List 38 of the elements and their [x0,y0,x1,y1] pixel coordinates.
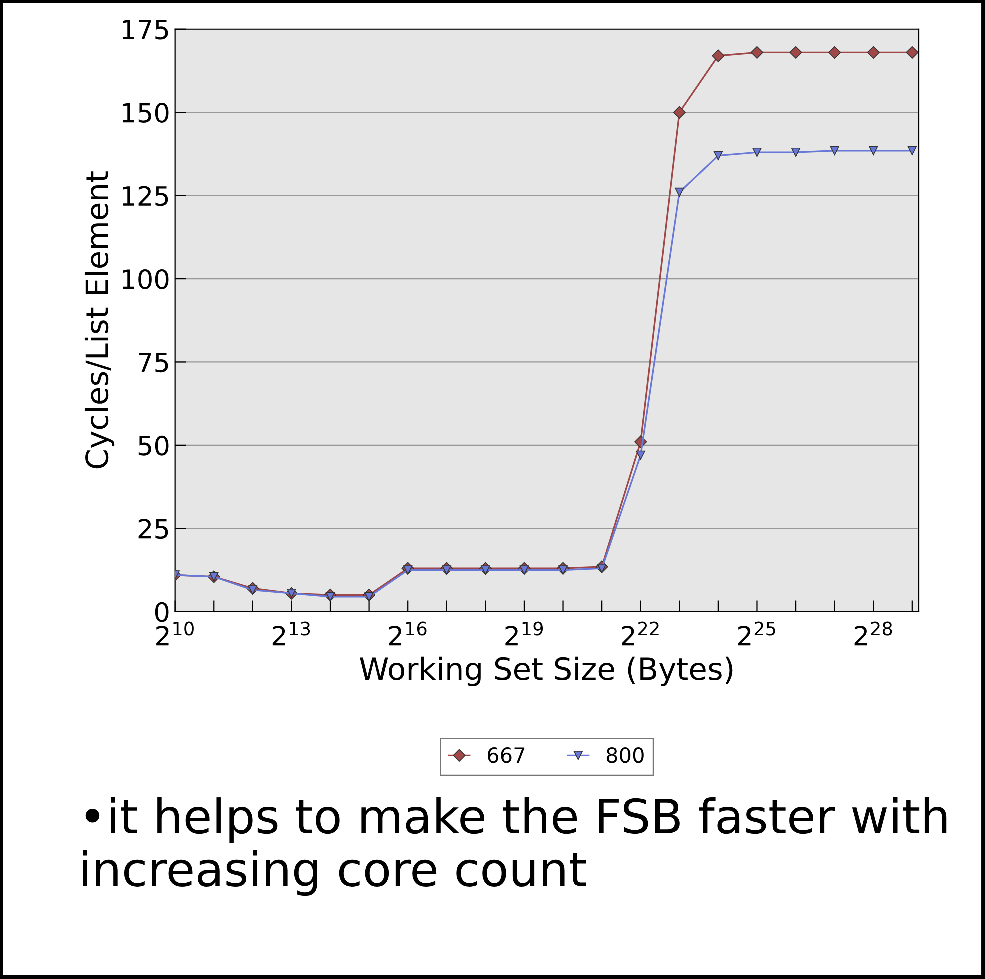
y-tick-label: 75 [139,353,168,373]
point [790,46,802,59]
point [752,148,762,158]
point [326,592,336,602]
point [712,50,725,62]
text: •it helps to make the FSB faster with increasing core count [83,798,947,896]
point [791,148,801,158]
y-tick-label: 0 [155,602,169,622]
point [714,151,724,160]
x-axis-title: Working Set Size (Bytes) [360,656,733,686]
y-tick-label: 100 [123,269,169,290]
point [750,46,764,59]
y-tick-label: 50 [138,436,169,456]
y-tick-label: 25 [138,519,168,540]
x-tick-label: 2$^{25}$ [738,622,776,646]
legend-label: 800 [606,747,644,764]
x-tick-label: 2$^{13}$ [272,622,310,646]
point [867,46,880,59]
y-axis-title: Cycles/List Element [84,172,115,469]
x-tick-label: 2$^{28}$ [854,622,892,646]
point [828,46,842,59]
x-tick-label: 2$^{19}$ [506,622,544,646]
point [597,564,607,574]
y-tick-label: 125 [123,186,168,206]
point [908,146,917,156]
point [248,586,258,595]
x-tick-label: 2$^{10}$ [156,622,194,646]
y-tick-label: 150 [123,103,169,123]
x-tick-label: 2$^{16}$ [389,622,427,646]
y-tick-label: 175 [123,20,168,40]
point [830,146,840,156]
legend-label: 667 [488,747,525,764]
point [906,46,919,59]
x-tick-label: 2$^{22}$ [622,622,659,646]
point [636,450,646,460]
point [673,106,686,119]
point [675,188,684,198]
point [869,146,878,156]
